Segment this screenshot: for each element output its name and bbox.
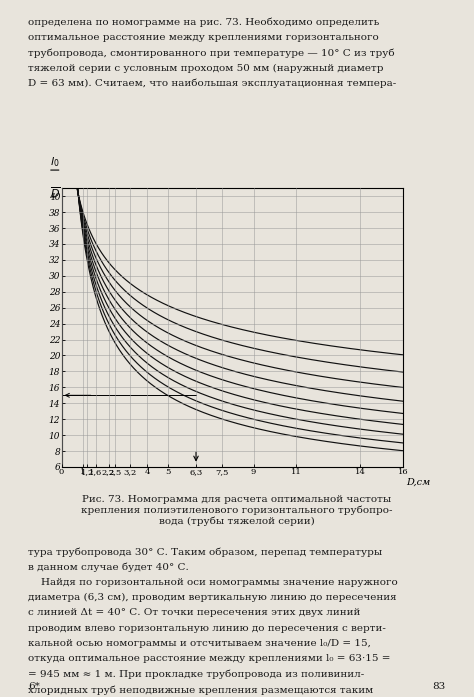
Text: D = 63 мм). Считаем, что наибольшая эксплуатационная темпера-: D = 63 мм). Считаем, что наибольшая эксп… (28, 79, 397, 89)
Text: кальной осью номограммы и отсчитываем значение l₀/D = 15,: кальной осью номограммы и отсчитываем зн… (28, 639, 371, 648)
Text: = 945 мм ≈ 1 м. При прокладке трубопровода из поливинил-: = 945 мм ≈ 1 м. При прокладке трубопрово… (28, 670, 365, 680)
Text: трубопровода, смонтированного при температуре — 10° С из труб: трубопровода, смонтированного при темпер… (28, 48, 395, 58)
Text: тура трубопровода 30° С. Таким образом, перепад температуры: тура трубопровода 30° С. Таким образом, … (28, 547, 383, 557)
Text: откуда оптимальное расстояние между креплениями l₀ = 63·15 =: откуда оптимальное расстояние между креп… (28, 654, 391, 664)
Text: Δt=80°C: Δt=80°C (0, 696, 1, 697)
Text: $\overline{D}$: $\overline{D}$ (49, 185, 60, 200)
Text: Δt=0°C: Δt=0°C (0, 696, 1, 697)
Text: с линией Δt = 40° С. От точки пересечения этих двух линий: с линией Δt = 40° С. От точки пересечени… (28, 608, 361, 618)
Text: диаметра (6,3 см), проводим вертикальную линию до пересечения: диаметра (6,3 см), проводим вертикальную… (28, 593, 397, 602)
Text: 50: 50 (0, 696, 1, 697)
Text: 83: 83 (432, 682, 446, 691)
Text: Найдя по горизонтальной оси номограммы значение наружного: Найдя по горизонтальной оси номограммы з… (28, 578, 398, 587)
Text: 40: 40 (0, 696, 1, 697)
Text: проводим влево горизонтальную линию до пересечения с верти-: проводим влево горизонтальную линию до п… (28, 624, 386, 633)
Text: в данном случае будет 40° С.: в данном случае будет 40° С. (28, 562, 189, 572)
Text: 60: 60 (0, 696, 1, 697)
Text: тяжелой серии с условным проходом 50 мм (наружный диаметр: тяжелой серии с условным проходом 50 мм … (28, 63, 384, 72)
Text: Рис. 73. Номограмма для расчета оптимальной частоты
крепления полиэтиленового го: Рис. 73. Номограмма для расчета оптималь… (81, 495, 393, 526)
Text: 6*: 6* (28, 682, 40, 691)
Text: 20: 20 (0, 696, 1, 697)
Text: определена по номограмме на рис. 73. Необходимо определить: определена по номограмме на рис. 73. Нео… (28, 17, 380, 27)
Text: 10: 10 (0, 696, 1, 697)
Text: оптимальное расстояние между креплениями горизонтального: оптимальное расстояние между креплениями… (28, 33, 379, 42)
Text: 30: 30 (0, 696, 1, 697)
Text: $l_0$: $l_0$ (50, 155, 60, 169)
Text: D,см: D,см (406, 478, 430, 487)
Text: хлоридных труб неподвижные крепления размещаются таким: хлоридных труб неподвижные крепления раз… (28, 685, 374, 695)
Text: 70: 70 (0, 696, 1, 697)
